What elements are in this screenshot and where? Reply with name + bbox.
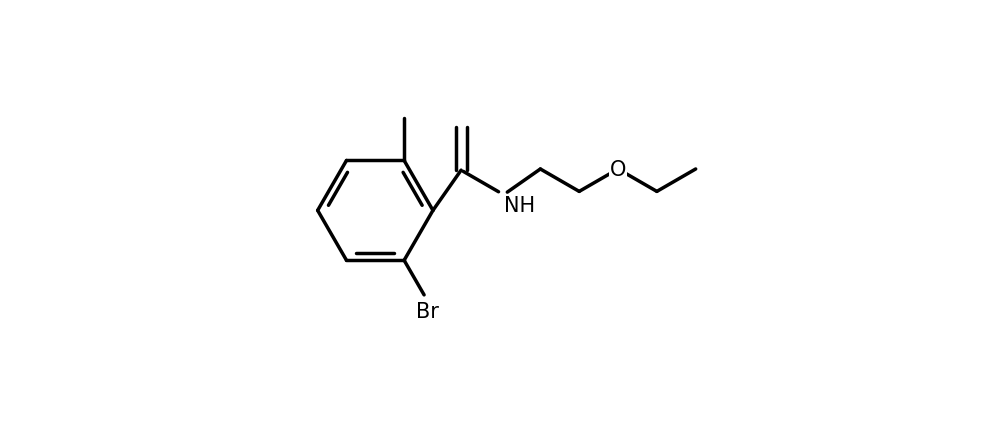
Text: NH: NH [504, 195, 535, 215]
Text: O: O [610, 160, 626, 179]
Text: Br: Br [416, 301, 439, 321]
